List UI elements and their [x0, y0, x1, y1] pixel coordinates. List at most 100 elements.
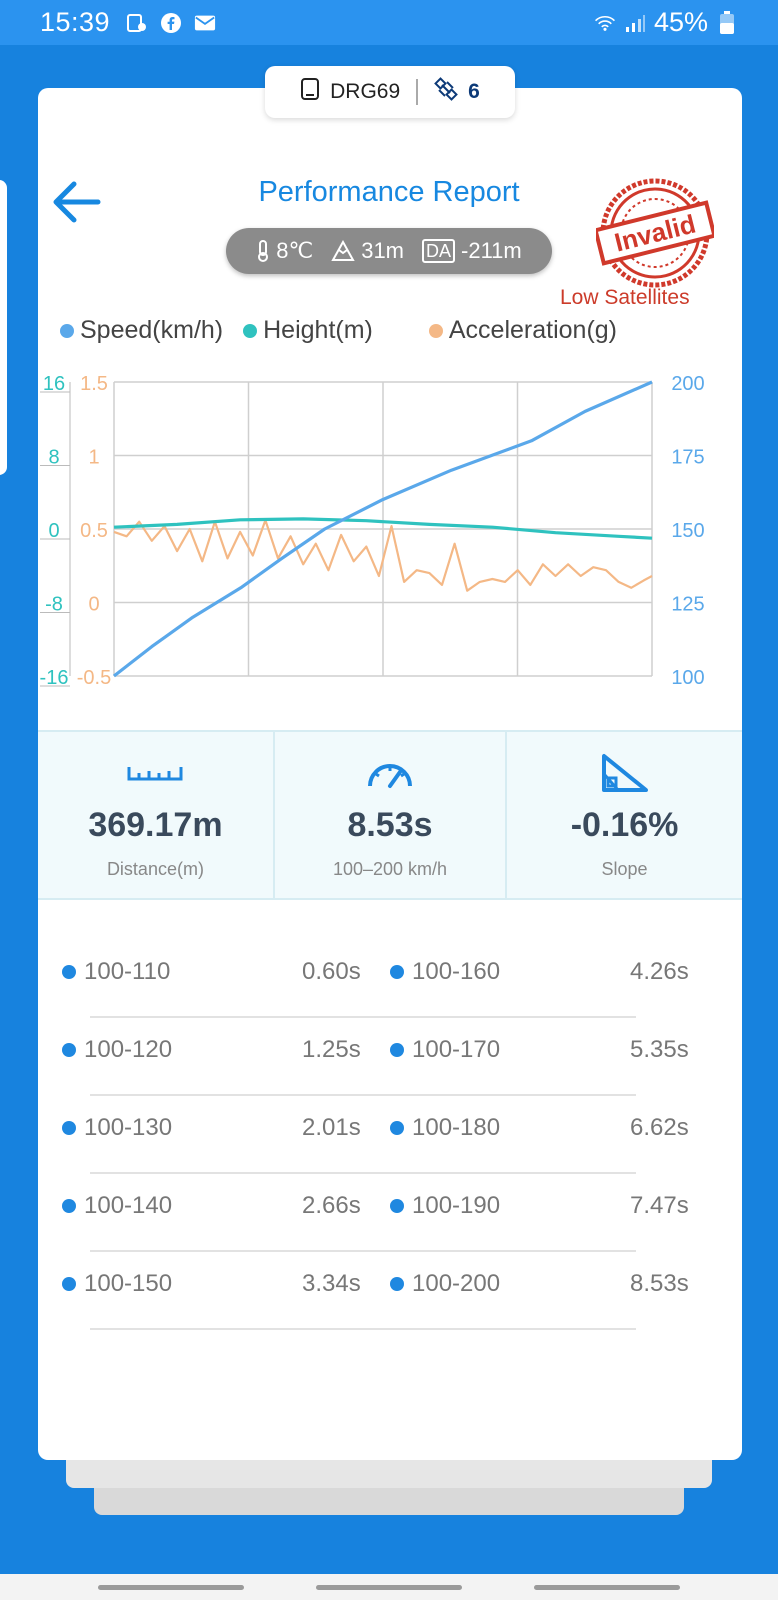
split-time: 6.62s	[630, 1114, 689, 1141]
split-item[interactable]: 100-110	[62, 952, 170, 992]
stat-label: 100–200 km/h	[332, 859, 448, 879]
wifi-icon	[594, 12, 616, 34]
device-info[interactable]: DRG69 6	[265, 66, 515, 118]
back-button[interactable]	[52, 180, 102, 224]
density-altitude-value: -211m	[461, 238, 522, 263]
height-tick-label: -16	[40, 667, 69, 689]
low-satellites-warning: Low Satellites	[560, 286, 690, 309]
speedometer-icon	[366, 750, 414, 796]
split-item[interactable]: 100-170	[390, 1030, 500, 1070]
speed-tick-label: 100	[671, 667, 704, 689]
device-name: DRG69	[330, 80, 401, 103]
divider	[90, 1172, 636, 1174]
split-time: 1.25s	[302, 1036, 361, 1063]
facebook-icon	[160, 12, 182, 34]
mail-icon	[194, 12, 216, 34]
divider	[90, 1250, 636, 1252]
split-item[interactable]: 100-190	[390, 1186, 500, 1226]
stat-time: 8.53s 100–200 km/h	[272, 732, 505, 898]
split-item[interactable]: 100-120	[62, 1030, 172, 1070]
location-icon	[126, 12, 148, 34]
thermometer-icon	[258, 240, 269, 262]
split-row: 100-130 2.01s 100-180 6.62s	[62, 1096, 702, 1174]
split-time: 7.47s	[630, 1192, 689, 1219]
invalid-stamp-icon: Invalid	[596, 178, 714, 288]
stat-label: Distance(m)	[106, 859, 204, 879]
bullet-icon	[62, 1199, 76, 1213]
battery-icon	[716, 10, 738, 34]
split-row: 100-140 2.66s 100-190 7.47s	[62, 1174, 702, 1252]
split-range: 100-180	[412, 1114, 501, 1141]
split-time: 2.66s	[302, 1192, 361, 1219]
height-tick-label: 8	[48, 447, 59, 469]
bullet-icon	[390, 1043, 404, 1057]
split-range: 100-110	[84, 958, 171, 985]
split-row: 100-120 1.25s 100-170 5.35s	[62, 1018, 702, 1096]
split-times-list: 100-110 0.60s 100-160 4.26s 100-120 1.25…	[62, 940, 702, 1330]
nav-home-handle[interactable]	[316, 1585, 462, 1590]
split-range: 100-130	[84, 1114, 173, 1141]
nav-recents-handle[interactable]	[534, 1585, 680, 1590]
split-range: 100-120	[84, 1036, 173, 1063]
acceleration-tick-label: 1.5	[80, 373, 108, 395]
split-time: 4.26s	[630, 958, 689, 985]
split-item[interactable]: 100-150	[62, 1264, 172, 1304]
side-drawer-handle[interactable]	[0, 180, 7, 475]
legend-dot	[243, 323, 258, 338]
temperature-value: 8℃	[276, 238, 314, 263]
stat-distance: 369.17m Distance(m)	[38, 732, 273, 898]
split-time: 3.34s	[302, 1270, 361, 1297]
divider	[90, 1016, 636, 1018]
nav-back-handle[interactable]	[98, 1585, 244, 1590]
ruler-icon	[127, 750, 183, 796]
split-item[interactable]: 100-140	[62, 1186, 172, 1226]
split-item[interactable]: 100-180	[390, 1108, 500, 1148]
split-item[interactable]: 100-200	[390, 1264, 500, 1304]
legend-item-speed[interactable]: Speed(km/h)	[60, 316, 223, 345]
stat-label: Slope	[601, 859, 648, 879]
split-time: 0.60s	[302, 958, 361, 985]
split-time: 8.53s	[630, 1270, 689, 1297]
split-range: 100-170	[412, 1036, 501, 1063]
speed-tick-label: 125	[671, 594, 704, 616]
performance-chart[interactable]: 16 8 0 -8 -16 1.5 1 0.5 0 -0.5 200 175 150 125 100	[38, 362, 742, 702]
conditions-pill: 8℃ 31m DA -211m	[226, 228, 552, 274]
bullet-icon	[62, 1277, 76, 1291]
legend-item-acceleration[interactable]: Acceleration(g)	[428, 316, 618, 345]
series-line-speed	[113, 380, 653, 678]
status-bar: 15:39 45%	[0, 0, 778, 45]
bullet-icon	[390, 1121, 404, 1135]
split-range: 100-140	[84, 1192, 173, 1219]
chart-legend: Speed(km/h) Height(m) Acceleration(g)	[60, 316, 617, 345]
legend-item-height[interactable]: Height(m)	[243, 316, 373, 345]
legend-label: Acceleration(g)	[448, 316, 618, 344]
slope-icon	[600, 750, 650, 796]
satellite-icon	[434, 77, 459, 107]
split-range: 100-200	[412, 1270, 501, 1297]
series-line-height	[113, 517, 653, 540]
split-range: 100-150	[84, 1270, 173, 1297]
stat-value: -0.16%	[570, 806, 679, 844]
bullet-icon	[62, 1121, 76, 1135]
signal-icon	[624, 12, 646, 34]
height-tick-label: 0	[48, 520, 59, 542]
density-altitude-label: DA	[422, 239, 456, 263]
summary-stats: 369.17m Distance(m) 8.53s 100–200 km/h -…	[38, 730, 742, 900]
series-line-accel	[113, 519, 653, 592]
split-item[interactable]: 100-130	[62, 1108, 172, 1148]
back-arrow-icon	[53, 181, 101, 223]
stat-slope: -0.16% Slope	[505, 732, 742, 898]
altitude-value: 31m	[361, 238, 404, 263]
split-time: 5.35s	[630, 1036, 689, 1063]
split-range: 100-160	[412, 958, 501, 985]
divider	[416, 79, 419, 105]
bullet-icon	[390, 965, 404, 979]
legend-dot	[60, 323, 74, 338]
split-item[interactable]: 100-160	[390, 952, 500, 992]
legend-label: Speed(km/h)	[80, 316, 224, 344]
legend-label: Height(m)	[263, 316, 373, 344]
bullet-icon	[62, 1043, 76, 1057]
acceleration-tick-label: 0	[88, 594, 99, 616]
acceleration-tick-label: -0.5	[77, 667, 111, 689]
bullet-icon	[390, 1277, 404, 1291]
